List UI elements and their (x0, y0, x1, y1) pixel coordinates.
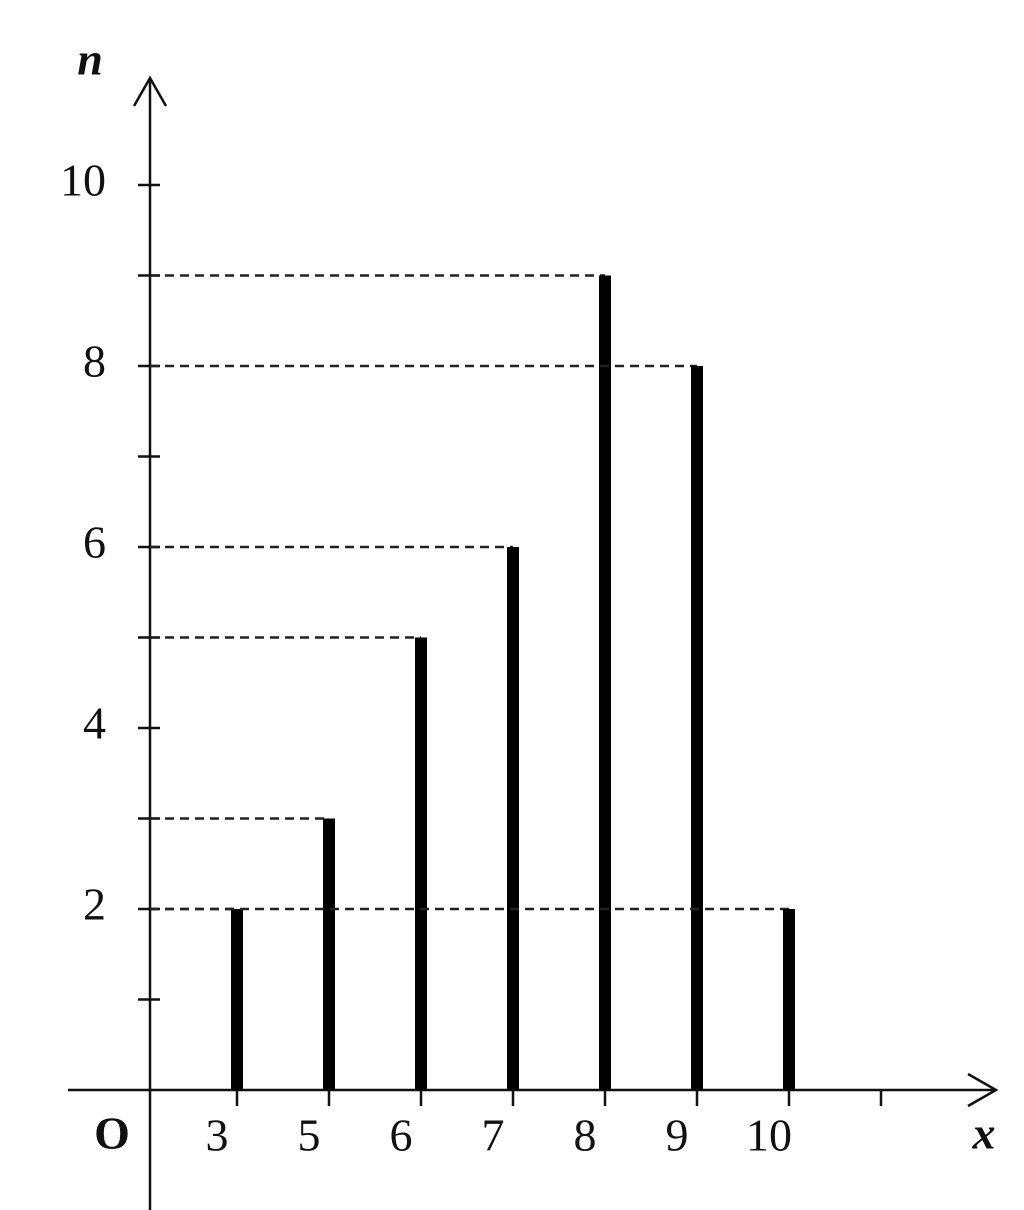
x-tick-label: 9 (666, 1110, 689, 1161)
bar (323, 818, 335, 1090)
bar (599, 275, 611, 1090)
x-axis-arrow (967, 1072, 999, 1108)
y-tick-label: 8 (83, 336, 106, 387)
y-tick-label: 4 (83, 698, 106, 749)
bar (415, 637, 427, 1090)
origin-label: O (94, 1108, 130, 1159)
x-tick-label: 6 (390, 1110, 413, 1161)
bar (231, 909, 243, 1090)
x-tick-label: 8 (574, 1110, 597, 1161)
x-axis-label: x (972, 1108, 996, 1159)
bar (691, 366, 703, 1090)
x-tick-label: 7 (482, 1110, 505, 1161)
bar (507, 547, 519, 1090)
y-tick-label: 2 (83, 879, 106, 930)
y-axis-label: n (77, 34, 103, 85)
x-tick-label: 10 (746, 1110, 792, 1161)
y-tick-label: 6 (83, 517, 106, 568)
x-tick-label: 5 (298, 1110, 321, 1161)
bar (783, 909, 795, 1090)
x-tick-label: 3 (206, 1110, 229, 1161)
y-tick-label: 10 (60, 155, 106, 206)
y-axis-arrow (132, 75, 168, 107)
